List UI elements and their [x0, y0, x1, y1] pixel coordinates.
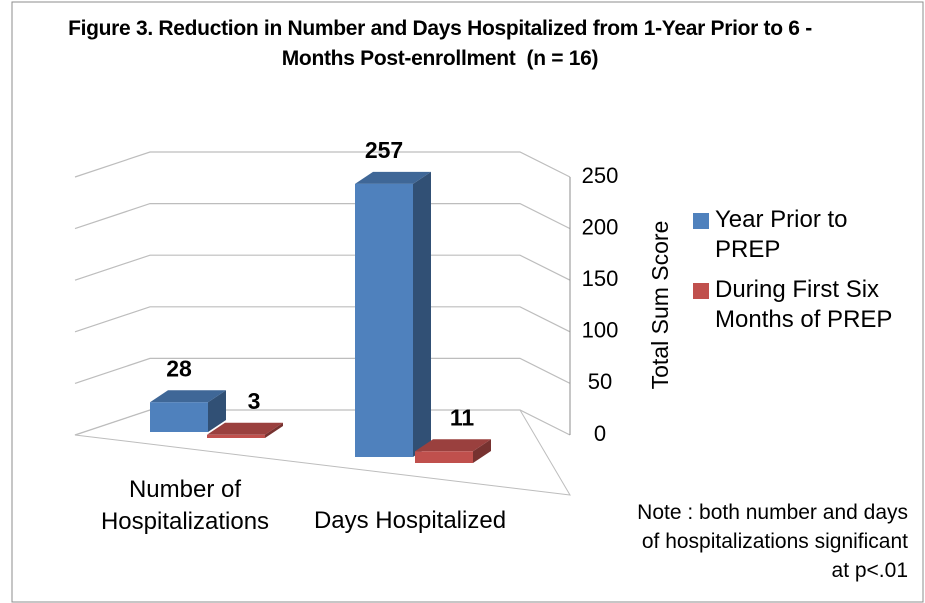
- bar-top: [415, 439, 491, 452]
- grid-line: [74, 357, 571, 384]
- bar-front: [207, 434, 265, 438]
- y-tick-label: 150: [582, 266, 619, 291]
- bar: [355, 171, 431, 457]
- bar-front: [355, 183, 413, 457]
- grid-line: [74, 254, 571, 281]
- chart-border: [11, 1, 924, 603]
- bar-side: [265, 422, 283, 438]
- bar-top: [355, 171, 431, 184]
- data-label: 11: [450, 404, 475, 430]
- bar-top: [150, 390, 226, 403]
- bar: [150, 390, 226, 432]
- bar-side: [413, 171, 431, 457]
- annotation: Note : both number and days of hospitali…: [637, 501, 908, 582]
- bar-side: [208, 390, 226, 432]
- x-tick-label: Days Hospitalized: [313, 507, 507, 534]
- y-tick-label: 50: [588, 369, 612, 394]
- y-tick-label: 200: [582, 214, 619, 239]
- bar: [415, 439, 491, 463]
- x-tick-label: Number of Hospitalizations: [100, 476, 270, 535]
- bar-top: [207, 422, 283, 435]
- bar-front: [150, 402, 208, 432]
- legend-label: Year Prior to PREP: [715, 206, 848, 263]
- y-tick-label: 250: [582, 163, 619, 188]
- grid-line: [74, 151, 571, 178]
- legend-swatch: [693, 283, 709, 299]
- chart-title: Figure 3. Reduction in Number and Days H…: [68, 17, 812, 70]
- data-label: 257: [365, 137, 403, 163]
- grid-line: [74, 409, 571, 436]
- legend-swatch: [693, 213, 709, 229]
- bar-front: [415, 451, 473, 463]
- grid-line: [74, 203, 571, 230]
- data-label: 28: [166, 355, 192, 381]
- grid-line: [74, 306, 571, 333]
- y-axis-label: Total Sum Score: [647, 221, 673, 390]
- y-tick-label: 0: [594, 421, 606, 446]
- y-tick-label: 100: [582, 318, 619, 343]
- bar-side: [473, 439, 491, 463]
- bar: [207, 422, 283, 438]
- legend-label: During First Six Months of PREP: [715, 276, 893, 333]
- data-label: 3: [248, 388, 261, 414]
